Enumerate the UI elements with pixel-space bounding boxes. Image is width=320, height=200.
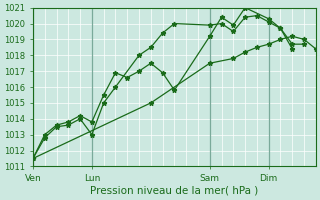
X-axis label: Pression niveau de la mer( hPa ): Pression niveau de la mer( hPa ) <box>90 186 259 196</box>
